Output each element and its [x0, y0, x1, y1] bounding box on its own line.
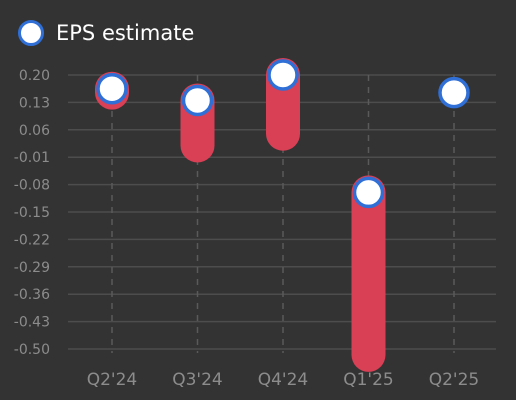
eps-estimate-point — [96, 72, 128, 105]
eps-estimate-point — [438, 76, 470, 109]
legend-label: EPS estimate — [56, 21, 195, 45]
eps-estimate-point — [352, 176, 385, 209]
x-tick-label: Q4'24 — [258, 370, 309, 390]
y-tick-label: 0.06 — [19, 123, 50, 139]
x-tick-label: Q1'25 — [343, 370, 394, 390]
x-tick-label: Q2'24 — [87, 370, 138, 390]
eps-estimate-marker-icon — [18, 20, 44, 46]
y-tick-label: 0.13 — [19, 95, 50, 111]
y-tick-label: 0.20 — [19, 68, 50, 84]
y-tick-label: -0.08 — [14, 178, 50, 194]
eps-estimate-point — [181, 84, 214, 117]
y-tick-label: -0.29 — [14, 260, 50, 276]
y-tick-label: -0.01 — [14, 150, 50, 166]
legend[interactable]: EPS estimate — [18, 20, 194, 46]
x-tick-label: Q3'24 — [172, 370, 223, 390]
y-tick-label: -0.36 — [14, 287, 50, 303]
y-tick-label: -0.15 — [14, 205, 50, 221]
y-tick-label: -0.50 — [14, 342, 50, 358]
y-tick-label: -0.43 — [14, 315, 50, 331]
eps-estimate-point — [267, 59, 299, 91]
x-tick-label: Q2'25 — [429, 370, 480, 390]
y-tick-label: -0.22 — [14, 232, 50, 248]
